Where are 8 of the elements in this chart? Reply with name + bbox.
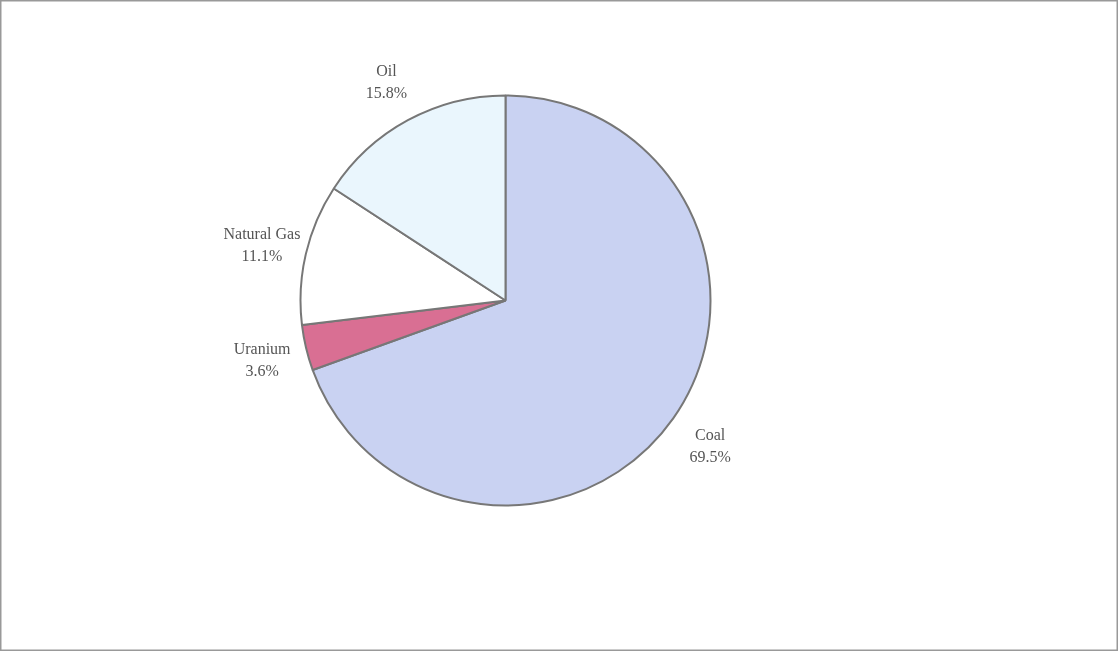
slice-label: Coal <box>695 425 726 443</box>
data-label: 11.1% <box>241 247 283 265</box>
slice-label: Natural Gas <box>223 225 301 243</box>
data-label: 15.8% <box>365 84 408 102</box>
data-label: 69.5% <box>689 447 731 465</box>
data-label: 3.6% <box>245 361 279 379</box>
slice-label: Oil <box>376 62 398 80</box>
slice-label: Uranium <box>233 339 292 357</box>
